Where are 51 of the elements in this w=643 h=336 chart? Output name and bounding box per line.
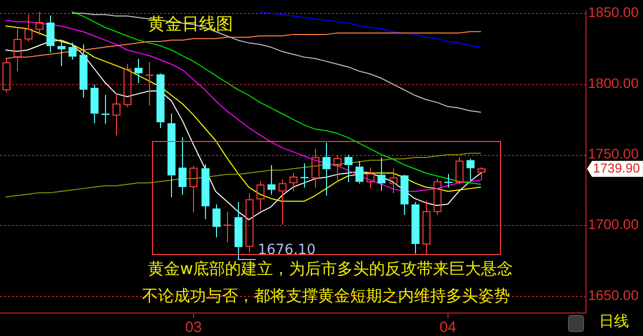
x-tick-label: 04 [439,319,456,336]
y-tick-label: 1650.00 [588,286,639,303]
candlestick [90,84,98,124]
candlestick [24,14,32,42]
candlestick [400,175,408,216]
candlestick [466,158,474,182]
candlestick [366,166,374,189]
y-tick-label: 1850.00 [588,4,639,20]
y-tick-label: 1700.00 [588,216,639,232]
candlestick [234,202,242,260]
candlestick [190,165,198,213]
candlestick [134,58,142,84]
y-tick-label: 1750.00 [588,145,639,162]
y-tick-label: 1800.00 [588,74,639,91]
annotation: 1676.10 [258,242,316,258]
candlestick [478,166,486,181]
candlestick [36,11,44,36]
candlestick [422,200,430,256]
x-tick-label: 03 [185,319,202,336]
candlestick [278,179,286,226]
text: 日线 [599,312,629,330]
candlestick [212,204,220,238]
candlestick [112,93,120,136]
candlestick [378,157,386,192]
candlestick [178,136,186,196]
candlestick [412,202,420,254]
candlestick [58,40,66,66]
candlestick [202,164,210,220]
candlestick [312,148,320,188]
candlestick [14,26,22,72]
candlestick [224,211,232,243]
candlestick [344,154,352,183]
candlestick [146,62,154,106]
candlestick [256,180,264,212]
candlestick [356,160,364,184]
annotation: 不论成功与否，都将支撑黄金短期之内维持多头姿势 [142,286,510,306]
candlestick [46,14,54,53]
candlestick [434,178,442,216]
annotation: 黄金w底部的建立，为后市多头的反攻带来巨大悬念 [148,259,514,278]
candlestick [334,154,342,182]
candlestick [322,142,330,196]
candlestick [102,94,110,124]
candlestick [168,113,176,198]
candlestick [156,72,164,129]
text: 1739.90 [593,160,640,176]
candlestick [246,192,254,254]
candlestick [68,42,76,60]
candlestick [80,44,88,98]
candlestick [290,172,298,192]
candlestick [390,168,398,194]
candlestick [268,164,276,196]
